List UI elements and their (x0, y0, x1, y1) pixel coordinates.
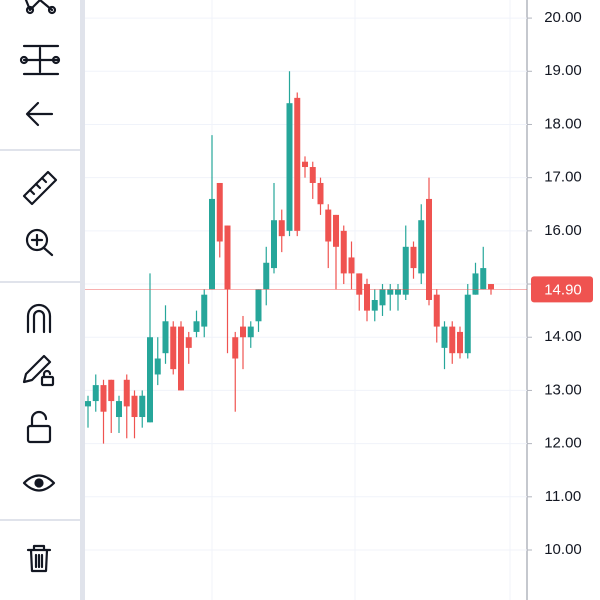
candle-body (232, 337, 239, 359)
candle-body (92, 385, 99, 402)
candle-body (278, 220, 285, 237)
candle-body (379, 289, 386, 306)
candle-body (224, 225, 231, 290)
candle-body (255, 289, 262, 322)
candle-body (480, 268, 487, 290)
candle-body (100, 385, 107, 412)
candle-body (263, 262, 270, 290)
candle-body (325, 209, 332, 242)
candle-body (395, 289, 401, 295)
candle-body (147, 337, 153, 423)
y-tick-label: 18.00 (544, 115, 582, 132)
candle-body (131, 395, 138, 418)
y-tick-label: 13.00 (544, 381, 582, 398)
pattern-tool[interactable] (24, 0, 57, 15)
candle-body (340, 230, 347, 274)
candle-body (116, 401, 122, 418)
y-tick-label: 16.00 (544, 222, 582, 239)
candle-body (139, 395, 146, 418)
candle-body (271, 220, 277, 269)
toolbar (0, 0, 85, 600)
candle-body (309, 167, 316, 183)
candle-body (441, 326, 448, 348)
candle-body (85, 401, 91, 407)
plot: 20.0019.0018.0017.0016.0015.0014.0013.00… (85, 0, 593, 600)
back-button[interactable] (25, 101, 54, 127)
candle-body (333, 214, 339, 247)
magnet-tool[interactable] (26, 303, 52, 334)
candle-body (356, 273, 363, 295)
candle-body (472, 273, 479, 295)
candle-body (387, 289, 394, 295)
y-tick-label: 20.00 (544, 9, 582, 26)
candle-body (488, 284, 494, 290)
candle-body (162, 321, 169, 354)
candle-body (286, 103, 293, 231)
candle-body (185, 337, 192, 348)
candle-body (364, 284, 370, 311)
ruler-tool[interactable] (22, 170, 58, 206)
last-price-label: 14.90 (544, 281, 582, 298)
candle-body (418, 220, 425, 274)
candle-body (170, 326, 177, 370)
candle-body (123, 379, 130, 407)
candle-body (178, 326, 184, 391)
candle-body (209, 198, 215, 290)
toolbar-bg (0, 0, 80, 600)
y-tick-label: 11.00 (545, 488, 581, 505)
last-price-badge (531, 276, 593, 303)
candle-body (247, 326, 254, 338)
y-tick-label: 10.00 (544, 541, 582, 558)
delete[interactable] (26, 544, 52, 573)
candle-body (240, 326, 246, 338)
candle-body (108, 379, 115, 402)
candle-body (371, 300, 378, 311)
candle-body (302, 161, 308, 168)
y-tick-label: 12.00 (544, 435, 582, 452)
candle-body (193, 321, 200, 332)
zoom-tool[interactable] (25, 228, 54, 257)
candle-body (154, 358, 161, 375)
candle-body (402, 246, 409, 295)
candle-body (410, 246, 417, 269)
unlock[interactable] (26, 410, 52, 444)
candle-body (433, 294, 440, 327)
y-tick-label: 19.00 (544, 62, 582, 79)
lock-drawing[interactable] (22, 354, 55, 387)
toolbar-border (80, 0, 85, 600)
candle-body (201, 294, 208, 327)
candle-body (348, 257, 355, 274)
candle-body (317, 182, 324, 205)
y-tick-label: 17.00 (544, 169, 582, 186)
candle-body (457, 331, 463, 354)
candle-body (449, 326, 456, 354)
fib-tool[interactable] (19, 44, 61, 76)
candle-body (464, 294, 471, 354)
candle-body (294, 97, 301, 231)
y-tick-label: 14.00 (544, 328, 582, 345)
candle-body (426, 198, 432, 300)
candle-body (216, 182, 223, 242)
visibility[interactable] (22, 474, 56, 492)
